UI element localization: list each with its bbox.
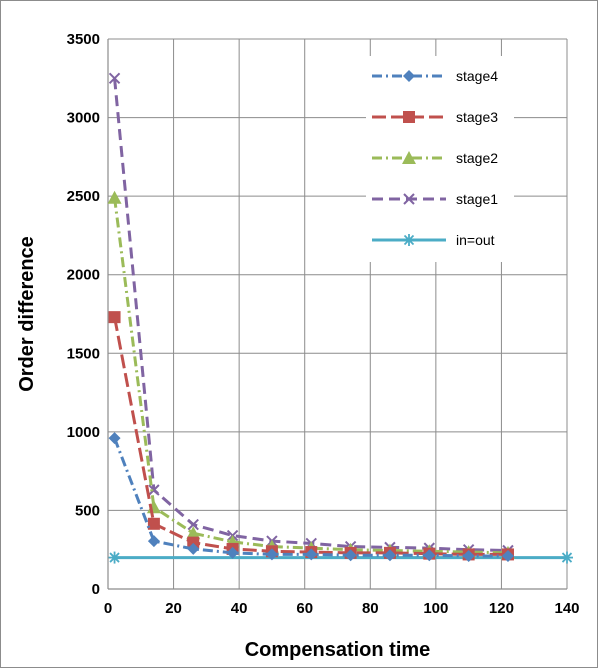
legend-entry: in=out: [372, 232, 495, 248]
marker-point: [147, 517, 160, 530]
x-tick-label: 120: [489, 600, 514, 617]
grid: [107, 38, 568, 590]
y-tick-label: 2500: [67, 188, 100, 205]
marker-point: [383, 549, 396, 562]
x-axis-title: Compensation time: [245, 639, 431, 661]
legend-entry: stage4: [372, 68, 498, 84]
legend-entry: stage3: [372, 109, 498, 125]
marker-point: [265, 548, 278, 561]
marker-point: [187, 536, 200, 549]
marker-point: [146, 500, 161, 514]
legend-entry: stage2: [372, 150, 498, 166]
legend: stage4 stage3 stage2 stage1 in=out: [372, 68, 498, 248]
marker-point: [186, 526, 201, 540]
x-tick-label: 100: [423, 600, 448, 617]
y-tick-label: 3500: [67, 31, 100, 48]
marker-point: [187, 518, 199, 531]
legend-entry: stage1: [372, 191, 498, 207]
series-stage3: [108, 311, 514, 561]
series-lines: [107, 72, 573, 564]
x-tick-labels: 0 20 40 60 80 100 120 140: [104, 600, 580, 617]
marker-point: [148, 484, 160, 496]
y-tick-label: 2000: [67, 267, 100, 284]
marker-point: [462, 550, 475, 562]
marker-point: [344, 549, 357, 562]
series-stage4: [108, 432, 514, 562]
y-axis-title: Order difference: [16, 236, 38, 392]
y-tick-label: 3000: [67, 110, 100, 127]
x-tick-label: 0: [104, 600, 112, 617]
marker-point: [108, 311, 121, 324]
legend-label: stage1: [456, 191, 498, 207]
marker-point: [403, 70, 415, 82]
marker-point: [108, 432, 121, 445]
x-tick-label: 60: [296, 600, 313, 617]
x-tick-label: 140: [554, 600, 579, 617]
marker-point: [305, 548, 318, 561]
marker-point: [402, 151, 416, 164]
y-tick-label: 500: [75, 502, 100, 519]
marker-point: [107, 190, 122, 204]
marker-point: [561, 551, 573, 564]
legend-label: stage2: [456, 150, 498, 166]
legend-label: stage4: [456, 68, 498, 84]
legend-label: in=out: [456, 232, 495, 248]
marker-point: [423, 549, 436, 562]
series-in-out: [108, 551, 573, 564]
y-tick-label: 0: [92, 581, 100, 598]
marker-point: [403, 234, 415, 246]
legend-label: stage3: [456, 109, 498, 125]
x-tick-label: 20: [165, 600, 182, 617]
marker-point: [108, 551, 121, 564]
series-line: [113, 197, 509, 555]
marker-point: [226, 546, 239, 559]
y-tick-label: 1500: [67, 345, 100, 362]
x-tick-label: 80: [362, 600, 379, 617]
y-tick-label: 1000: [67, 424, 100, 441]
marker-point: [108, 72, 121, 84]
marker-point: [403, 193, 415, 205]
marker-point: [403, 111, 415, 123]
y-tick-labels: 0 500 1000 1500 2000 2500 3000 3500: [67, 31, 100, 598]
marker-point: [187, 542, 200, 555]
marker-point: [147, 535, 160, 548]
marker-point: [501, 550, 514, 562]
x-tick-label: 40: [231, 600, 248, 617]
